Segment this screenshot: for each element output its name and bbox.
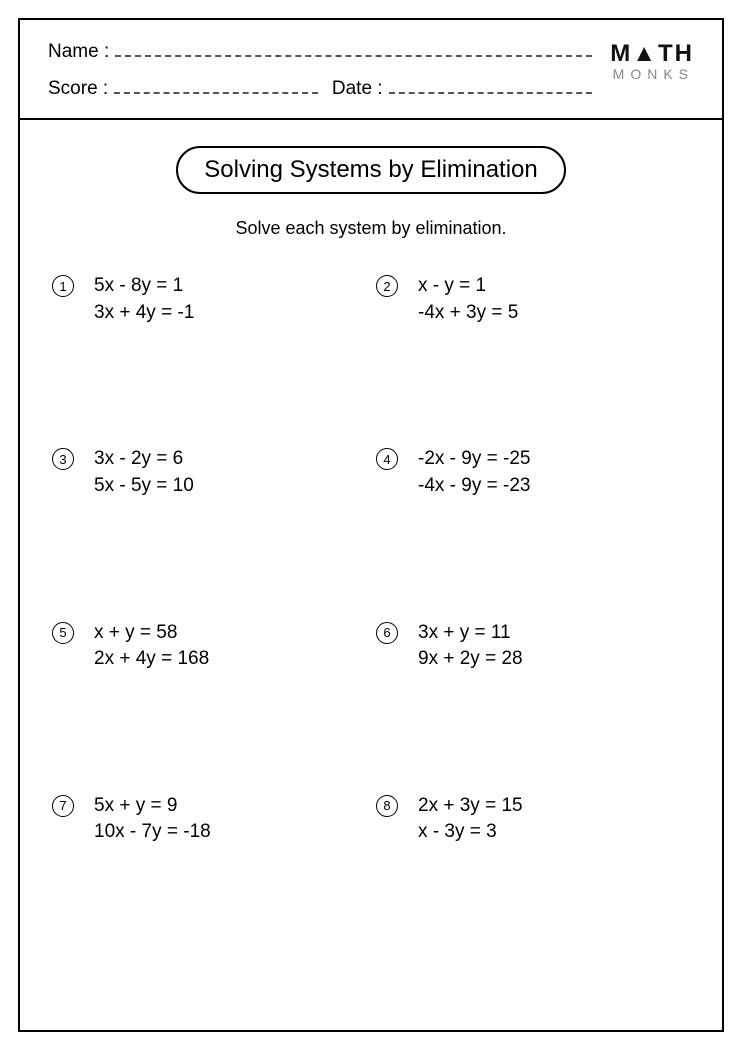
worksheet-title: Solving Systems by Elimination <box>176 146 565 194</box>
problem-number: 3 <box>52 448 74 470</box>
instruction-text: Solve each system by elimination. <box>48 218 694 239</box>
equation-1: 2x + 3y = 15 <box>418 793 523 820</box>
name-label: Name : <box>48 41 109 63</box>
brand-logo: M▲TH MONKS <box>610 42 694 83</box>
problem-7: 7 5x + y = 9 10x - 7y = -18 <box>52 793 366 846</box>
problem-3: 3 3x - 2y = 6 5x - 5y = 10 <box>52 446 366 499</box>
equation-1: 3x + y = 11 <box>418 620 523 647</box>
header: Name : Score : Date : M▲TH MONKS <box>48 40 694 114</box>
equation-2: -4x + 3y = 5 <box>418 300 518 327</box>
header-divider <box>20 118 722 120</box>
problem-equations: 5x - 8y = 1 3x + 4y = -1 <box>94 273 194 326</box>
problem-equations: 5x + y = 9 10x - 7y = -18 <box>94 793 211 846</box>
score-line[interactable] <box>114 77 318 94</box>
name-row: Name : <box>48 40 592 63</box>
equation-2: -4x - 9y = -23 <box>418 473 530 500</box>
problem-equations: x + y = 58 2x + 4y = 168 <box>94 620 209 673</box>
equation-1: 5x - 8y = 1 <box>94 273 194 300</box>
equation-1: x - y = 1 <box>418 273 518 300</box>
problem-1: 1 5x - 8y = 1 3x + 4y = -1 <box>52 273 366 326</box>
problem-8: 8 2x + 3y = 15 x - 3y = 3 <box>376 793 690 846</box>
problem-2: 2 x - y = 1 -4x + 3y = 5 <box>376 273 690 326</box>
problem-equations: x - y = 1 -4x + 3y = 5 <box>418 273 518 326</box>
problem-number: 4 <box>376 448 398 470</box>
equation-1: 5x + y = 9 <box>94 793 211 820</box>
score-date-row: Score : Date : <box>48 77 592 100</box>
problem-equations: 3x - 2y = 6 5x - 5y = 10 <box>94 446 194 499</box>
equation-2: x - 3y = 3 <box>418 819 523 846</box>
worksheet-frame: Name : Score : Date : M▲TH MONKS Solving… <box>18 18 724 1032</box>
equation-2: 3x + 4y = -1 <box>94 300 194 327</box>
header-fields: Name : Score : Date : <box>48 40 592 114</box>
problems-grid: 1 5x - 8y = 1 3x + 4y = -1 2 x - y = 1 -… <box>48 273 694 846</box>
problem-number: 7 <box>52 795 74 817</box>
brand-top: M▲TH <box>610 42 694 66</box>
problem-equations: -2x - 9y = -25 -4x - 9y = -23 <box>418 446 530 499</box>
brand-bottom: MONKS <box>610 66 694 83</box>
equation-2: 9x + 2y = 28 <box>418 646 523 673</box>
problem-number: 2 <box>376 275 398 297</box>
problem-equations: 3x + y = 11 9x + 2y = 28 <box>418 620 523 673</box>
problem-equations: 2x + 3y = 15 x - 3y = 3 <box>418 793 523 846</box>
equation-2: 2x + 4y = 168 <box>94 646 209 673</box>
date-line[interactable] <box>389 77 593 94</box>
problem-number: 8 <box>376 795 398 817</box>
problem-number: 1 <box>52 275 74 297</box>
equation-2: 10x - 7y = -18 <box>94 819 211 846</box>
equation-1: 3x - 2y = 6 <box>94 446 194 473</box>
name-line[interactable] <box>115 40 592 57</box>
problem-4: 4 -2x - 9y = -25 -4x - 9y = -23 <box>376 446 690 499</box>
problem-number: 6 <box>376 622 398 644</box>
date-label: Date : <box>332 78 383 100</box>
equation-2: 5x - 5y = 10 <box>94 473 194 500</box>
title-wrap: Solving Systems by Elimination <box>48 146 694 194</box>
score-label: Score : <box>48 78 108 100</box>
equation-1: x + y = 58 <box>94 620 209 647</box>
problem-5: 5 x + y = 58 2x + 4y = 168 <box>52 620 366 673</box>
problem-number: 5 <box>52 622 74 644</box>
problem-6: 6 3x + y = 11 9x + 2y = 28 <box>376 620 690 673</box>
equation-1: -2x - 9y = -25 <box>418 446 530 473</box>
